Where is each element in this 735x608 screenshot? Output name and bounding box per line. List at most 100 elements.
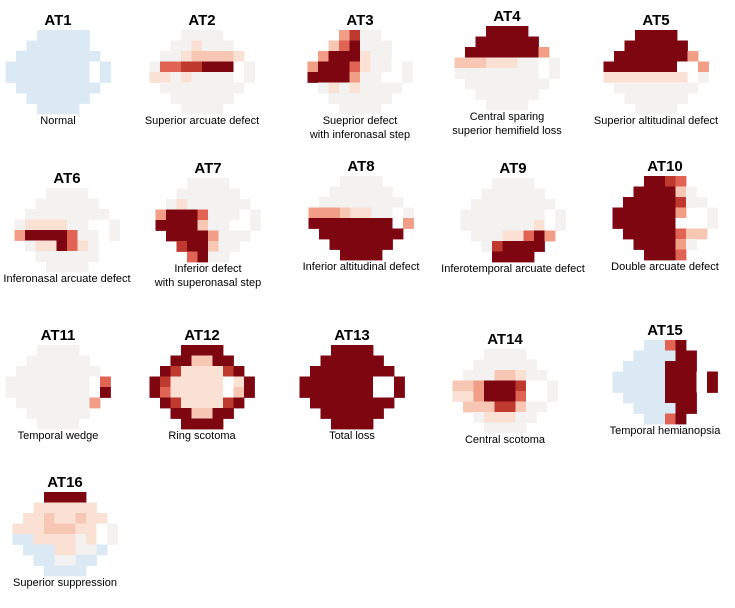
field-cell xyxy=(341,408,353,419)
field-cell xyxy=(58,30,69,41)
field-cell xyxy=(675,239,687,250)
field-cell xyxy=(686,382,697,393)
field-cell xyxy=(460,220,472,231)
field-cell xyxy=(523,220,535,231)
field-cell xyxy=(223,355,234,367)
field-cell xyxy=(656,61,667,73)
blind-spot-cell xyxy=(544,220,556,231)
field-cell xyxy=(360,93,371,104)
field-cell xyxy=(37,82,48,94)
field-cell xyxy=(528,57,539,69)
field-cell xyxy=(229,241,240,252)
field-cell xyxy=(218,178,230,189)
field-cell xyxy=(197,220,209,231)
field-cell xyxy=(665,413,676,425)
field-cell xyxy=(16,387,27,398)
field-cell xyxy=(536,401,548,413)
field-cell xyxy=(362,345,374,356)
panel-title: AT9 xyxy=(499,160,527,177)
field-cell xyxy=(328,51,340,62)
field-cell xyxy=(67,198,78,210)
field-cell xyxy=(187,241,198,252)
field-cell xyxy=(492,241,503,252)
field-cell xyxy=(349,103,361,115)
panel-caption: Central scotoma xyxy=(464,434,546,446)
field-cell xyxy=(339,30,350,41)
field-cell xyxy=(665,361,676,372)
field-cell xyxy=(635,72,646,83)
field-cell xyxy=(160,51,171,62)
field-cell xyxy=(645,103,657,115)
field-cell xyxy=(33,523,45,535)
field-cell xyxy=(361,228,372,240)
field-cell xyxy=(481,220,493,231)
field-cell xyxy=(191,345,203,356)
field-cell xyxy=(361,186,372,198)
field-cell xyxy=(362,408,374,419)
field-cell xyxy=(176,230,188,242)
field-cell xyxy=(166,220,177,231)
field-cell xyxy=(665,371,676,383)
field-cell xyxy=(218,188,230,200)
visual-field-grid xyxy=(603,30,709,115)
field-cell xyxy=(16,376,27,388)
field-cell xyxy=(361,239,372,250)
field-cell xyxy=(202,30,213,41)
field-cell xyxy=(58,72,69,83)
field-cell xyxy=(373,355,384,367)
field-cell xyxy=(523,241,535,252)
field-cell xyxy=(197,230,209,242)
field-cell xyxy=(320,366,332,377)
field-cell xyxy=(107,523,118,535)
field-cell xyxy=(633,218,645,229)
field-cell xyxy=(381,40,392,52)
field-cell xyxy=(496,78,508,90)
field-cell xyxy=(623,392,634,404)
field-cell xyxy=(170,397,182,409)
field-cell xyxy=(675,176,687,187)
field-cell xyxy=(340,186,351,198)
field-cell xyxy=(79,30,90,41)
field-cell xyxy=(202,103,213,115)
field-cell xyxy=(515,349,527,360)
visual-field-grid xyxy=(14,188,120,273)
field-cell xyxy=(370,40,382,52)
field-cell xyxy=(371,239,383,250)
field-cell xyxy=(329,228,341,240)
field-cell xyxy=(96,544,108,556)
blind-spot-cell xyxy=(233,72,245,83)
field-cell xyxy=(633,186,645,198)
field-cell xyxy=(86,502,97,514)
field-cell xyxy=(208,220,219,231)
panel-caption: Inferior defect with superonasal step xyxy=(154,263,262,289)
blind-spot-cell xyxy=(696,371,708,383)
field-cell xyxy=(696,228,708,240)
panel-caption: Superior arcuate defect xyxy=(144,115,260,127)
field-cell xyxy=(352,397,363,409)
field-cell xyxy=(373,397,384,409)
field-cell xyxy=(515,401,527,413)
field-cell xyxy=(88,198,99,210)
field-cell xyxy=(191,387,203,398)
field-cell xyxy=(381,82,392,94)
field-cell xyxy=(644,249,655,261)
field-cell xyxy=(633,382,645,393)
field-cell xyxy=(544,230,556,242)
field-cell xyxy=(687,51,699,62)
field-cell xyxy=(362,355,374,367)
field-cell xyxy=(349,30,361,41)
field-cell xyxy=(486,89,497,100)
field-cell xyxy=(523,230,535,242)
blind-spot-cell xyxy=(239,209,251,221)
field-cell xyxy=(475,89,487,100)
field-cell xyxy=(68,376,80,388)
field-cell xyxy=(68,345,80,356)
field-cell xyxy=(686,239,697,250)
field-cell xyxy=(46,251,57,262)
blind-spot-cell xyxy=(687,72,699,83)
field-cell xyxy=(675,403,687,414)
field-cell xyxy=(502,188,514,200)
visual-field-grid xyxy=(299,345,405,430)
field-cell xyxy=(79,376,90,388)
field-cell xyxy=(218,220,230,231)
